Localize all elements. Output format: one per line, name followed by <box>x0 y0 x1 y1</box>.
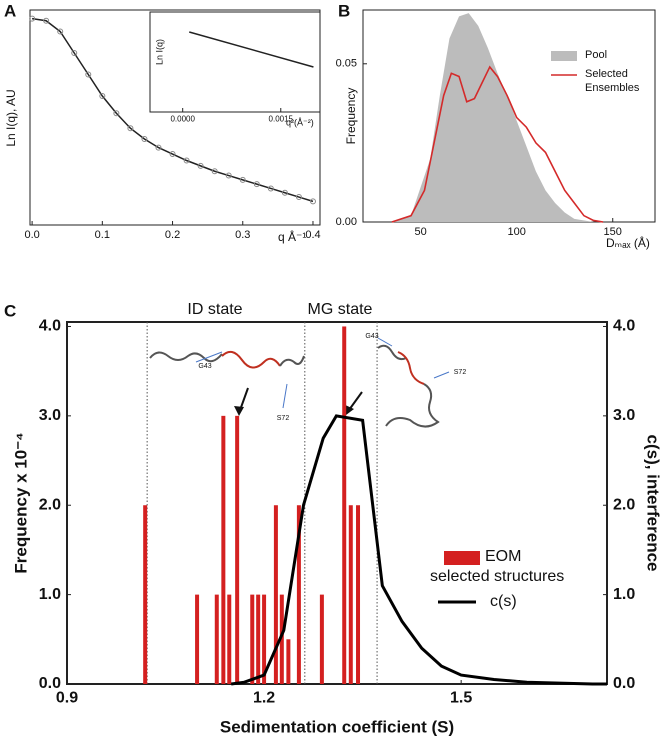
plot-frame <box>149 11 321 113</box>
data-area <box>391 13 594 222</box>
annotation: S72 <box>277 415 290 422</box>
annotation: ID state <box>187 301 242 318</box>
data-point <box>225 172 232 179</box>
data-point <box>127 125 134 132</box>
y2-tick-label: 2.0 <box>613 496 635 513</box>
plot-frame <box>66 321 608 685</box>
x-tick-label: 1.5 <box>450 690 472 707</box>
panel-letter: B <box>338 1 350 20</box>
data-line <box>391 65 604 223</box>
x-tick-label: 150 <box>604 226 622 238</box>
data-point <box>183 157 190 164</box>
panel-letter: C <box>4 301 16 320</box>
y-tick-label: 1.0 <box>39 586 61 603</box>
molecule-mg-state <box>343 337 450 428</box>
legend-swatch <box>551 51 577 61</box>
bar <box>348 505 353 684</box>
data-point <box>253 181 260 188</box>
y2-tick-label: 1.0 <box>613 586 635 603</box>
plot-frame <box>29 9 321 226</box>
y2-tick-label: 4.0 <box>613 318 635 335</box>
x-axis-label: q Å⁻¹ <box>278 229 306 244</box>
x-tick-label: 1.2 <box>253 690 275 707</box>
data-point <box>155 144 162 151</box>
data-point <box>197 162 204 169</box>
bar <box>279 594 284 684</box>
data-point <box>169 151 176 158</box>
molecule-id-state <box>149 350 305 416</box>
bar <box>195 594 200 684</box>
x-axis-label: Sedimentation coefficient (S) <box>220 717 454 736</box>
bar <box>227 594 232 684</box>
bar <box>262 594 267 684</box>
bar <box>143 505 148 684</box>
bar <box>214 594 219 684</box>
bar <box>250 594 255 684</box>
y-tick-label: 0.0 <box>39 675 61 692</box>
x-tick-label: 0.9 <box>56 690 78 707</box>
y-axis-label: Ln I(q) <box>154 39 164 65</box>
data-point <box>295 194 302 201</box>
x-tick-label: 0.4 <box>305 229 320 241</box>
data-point <box>239 176 246 183</box>
data-point <box>267 185 274 192</box>
data-point <box>85 71 92 78</box>
x-tick-label: 0.2 <box>165 229 180 241</box>
x-tick-label: 0.0 <box>24 229 39 241</box>
data-point <box>99 93 106 99</box>
data-point <box>309 198 316 205</box>
legend-swatch <box>444 551 480 565</box>
bar <box>256 594 261 684</box>
x-tick-label: 0.0000 <box>170 114 195 123</box>
y-axis-label: Ln I(q), AU <box>4 89 18 146</box>
y2-axis-label: c(s), interference <box>644 435 663 572</box>
y-tick-label: 4.0 <box>39 318 61 335</box>
legend-label: c(s) <box>490 593 517 610</box>
y-axis-label: Frequency x 10⁻⁴ <box>11 432 30 573</box>
bar <box>221 415 226 684</box>
data-point <box>141 136 148 142</box>
bar <box>235 415 240 684</box>
bar <box>286 639 291 684</box>
x-axis-label: q²(Å⁻²) <box>286 117 314 127</box>
data-line <box>31 17 314 203</box>
bar <box>273 505 278 684</box>
data-line <box>189 31 314 68</box>
data-line <box>231 414 607 686</box>
x-tick-label: 50 <box>415 226 427 238</box>
panel-letter: A <box>4 1 16 20</box>
bar <box>319 594 324 684</box>
data-point <box>29 15 36 22</box>
data-point <box>43 17 50 24</box>
annotation: S72 <box>454 369 467 376</box>
y-tick-label: 3.0 <box>39 407 61 424</box>
data-point <box>57 28 64 35</box>
data-point <box>71 50 78 56</box>
y-axis-label: Frequency <box>344 88 358 145</box>
annotation: MG state <box>308 301 373 318</box>
y-tick-label: 0.00 <box>336 216 357 228</box>
bar <box>296 505 301 684</box>
legend-label: Pool <box>585 49 608 61</box>
x-tick-label: 100 <box>508 226 526 238</box>
data-point <box>211 168 218 175</box>
bar <box>356 505 361 684</box>
bar <box>342 326 347 684</box>
annotation: G43 <box>198 363 211 370</box>
y2-tick-label: 0.0 <box>613 675 635 692</box>
y-tick-label: 2.0 <box>39 496 61 513</box>
legend-label: Selected Ensembles <box>585 68 640 94</box>
data-point <box>113 110 120 117</box>
legend-label: EOM selected structures <box>430 548 565 585</box>
y-tick-label: 0.05 <box>336 58 357 70</box>
x-tick-label: 0.3 <box>235 229 250 241</box>
x-tick-label: 0.1 <box>95 229 110 241</box>
y2-tick-label: 3.0 <box>613 407 635 424</box>
annotation: G43 <box>365 333 378 340</box>
x-axis-label: Dₘₐₓ (Å) <box>606 235 650 250</box>
data-point <box>281 189 288 196</box>
x-tick-label: 0.0015 <box>269 114 294 123</box>
